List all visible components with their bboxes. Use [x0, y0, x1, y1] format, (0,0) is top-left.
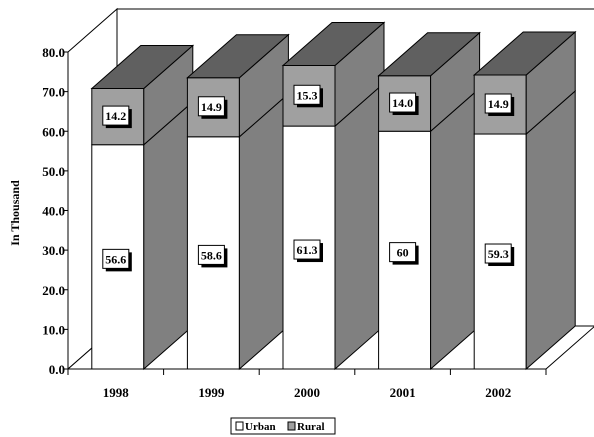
bar-stack: 59.3 14.9	[472, 30, 577, 371]
bar-top	[186, 34, 290, 79]
bar-stack: 61.3 15.3	[281, 21, 386, 371]
x-tick-label: 2000	[294, 385, 320, 400]
urban-data-label: 58.6	[201, 248, 222, 262]
x-tick-label: 1998	[103, 385, 130, 400]
urban-bar-side	[334, 81, 385, 371]
legend-entry: Urban	[245, 421, 276, 433]
y-tick-label: 60.0	[42, 124, 65, 139]
rural-data-label: 14.2	[105, 109, 126, 123]
bar-top	[90, 44, 195, 89]
bar-top	[472, 31, 577, 76]
bars-group: 56.6 14.2 58.6 14.9 61.3 15.3 60 14.0 59.3 14.9	[90, 21, 577, 371]
y-tick-label: 50.0	[42, 164, 65, 179]
rural-data-label-box	[293, 84, 321, 105]
rural-data-label-box	[484, 93, 512, 114]
legend-swatch	[287, 421, 296, 431]
bar-top	[281, 21, 386, 66]
urban-data-label: 59.3	[488, 247, 509, 261]
bar-stack: 56.6 14.2	[90, 44, 195, 371]
urban-data-label-box	[102, 248, 130, 269]
urban-data-label-box	[389, 242, 417, 263]
x-axis: 1998 1999 2000 2001 2002	[67, 368, 547, 400]
bar-stack: 60 14.0	[377, 31, 481, 371]
urban-data-label: 56.6	[105, 252, 126, 266]
rural-data-label-box	[102, 105, 130, 126]
y-tick-label: 20.0	[42, 283, 65, 298]
urban-bar-side	[430, 87, 481, 371]
x-tick-label: 2002	[485, 385, 511, 400]
legend-swatch	[235, 421, 244, 431]
legend-box	[230, 417, 336, 435]
urban-data-label: 60	[397, 246, 409, 260]
y-axis-label: In Thousand	[8, 180, 22, 246]
urban-data-label-box	[293, 239, 321, 260]
y-axis: 0.0 10.0 20.0 30.0 40.0 50.0 60.0 70.0 80.0	[42, 45, 69, 377]
y-tick-label: 30.0	[42, 243, 65, 258]
rural-data-label: 14.9	[488, 97, 509, 111]
bar-stack: 58.6 14.9	[186, 33, 290, 371]
urban-data-label-box	[484, 243, 512, 264]
x-tick-label: 1999	[198, 385, 225, 400]
urban-bar-side	[525, 89, 576, 371]
urban-bar-side	[143, 100, 194, 371]
legend-entry: Rural	[297, 421, 325, 433]
y-tick-label: 0.0	[49, 362, 65, 377]
y-tick-label: 40.0	[42, 204, 65, 219]
x-tick-label: 2001	[390, 385, 416, 400]
rural-data-label-box	[389, 92, 417, 113]
urban-data-label: 61.3	[297, 243, 318, 257]
rural-data-label: 15.3	[297, 88, 318, 102]
legend: Urban Rural	[230, 417, 336, 435]
rural-data-label-box	[197, 96, 225, 117]
urban-data-label-box	[197, 244, 225, 265]
rural-data-label: 14.9	[201, 100, 222, 114]
y-tick-label: 10.0	[42, 322, 65, 337]
urban-bar-side	[238, 92, 289, 371]
y-tick-label: 70.0	[42, 85, 65, 100]
y-tick-label: 80.0	[42, 45, 65, 60]
bar-top	[377, 32, 481, 77]
rural-data-label: 14.0	[392, 96, 413, 110]
